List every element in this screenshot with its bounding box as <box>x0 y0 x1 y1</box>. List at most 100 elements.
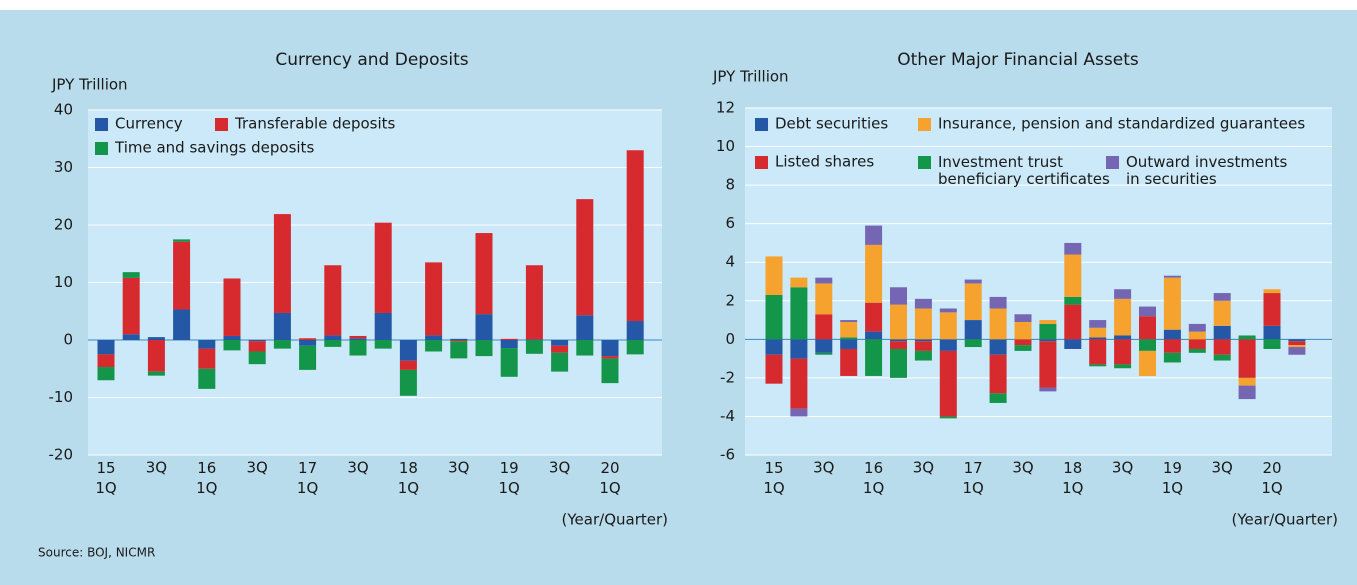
y-tick-label: -4 <box>720 407 735 425</box>
bar-segment <box>450 340 468 342</box>
bar-segment <box>1238 339 1256 378</box>
bar-segment <box>601 358 619 384</box>
bar-segment <box>914 298 932 309</box>
bar-segment <box>1064 242 1082 255</box>
legend-swatch <box>918 156 931 169</box>
bar-segment <box>1163 275 1181 278</box>
bar-segment <box>1263 325 1281 340</box>
y-axis-label: JPY Trillion <box>712 68 789 86</box>
y-tick-label: -6 <box>720 446 735 464</box>
bar-segment <box>399 360 417 370</box>
bar-segment <box>989 308 1007 340</box>
bar-segment <box>890 287 907 305</box>
bar-segment <box>1014 339 1032 346</box>
bar-segment <box>299 340 317 346</box>
bar-segment <box>475 233 493 315</box>
bar-segment <box>324 265 342 336</box>
bar-segment <box>790 358 808 409</box>
bar-segment <box>601 340 619 357</box>
bar-segment <box>173 239 191 242</box>
bar-segment <box>890 304 907 340</box>
bar-segment <box>840 337 858 340</box>
x-tick-label: 3Q <box>1112 459 1133 477</box>
legend-swatch <box>755 156 768 169</box>
bar-segment <box>425 335 443 340</box>
legend-swatch <box>918 118 931 131</box>
bar-segment <box>1139 350 1156 376</box>
bar-segment <box>790 408 808 417</box>
bar-segment <box>1238 377 1256 386</box>
bar-segment <box>122 272 140 278</box>
bar-segment <box>475 314 493 340</box>
bar-segment <box>1114 289 1132 299</box>
bar-segment <box>1213 325 1231 340</box>
bar-segment <box>576 199 594 316</box>
bar-segment <box>324 335 342 340</box>
bar-segment <box>939 308 957 313</box>
bar-segment <box>1064 296 1082 305</box>
bar-segment <box>273 340 291 349</box>
bar-segment <box>765 354 783 384</box>
bar-segment <box>1089 337 1107 340</box>
bar-segment <box>248 341 266 352</box>
bar-segment <box>865 225 883 245</box>
bar-segment <box>122 334 140 340</box>
bar-segment <box>500 348 518 377</box>
bar-segment <box>349 335 367 339</box>
bar-segment <box>626 321 644 340</box>
bar-segment <box>399 340 417 361</box>
y-tick-label: 12 <box>716 99 735 117</box>
y-tick-label: 0 <box>63 331 73 349</box>
legend-label: Investment trust beneficiary certificates <box>938 153 1110 188</box>
bar-segment <box>1039 320 1057 324</box>
bar-segment <box>1288 339 1306 342</box>
y-tick-label: 4 <box>725 253 735 271</box>
bar-segment <box>601 356 619 359</box>
legend-swatch <box>1106 156 1119 169</box>
bar-segment <box>1263 339 1281 349</box>
bar-segment <box>865 302 883 332</box>
bar-segment <box>1163 352 1181 363</box>
x-tick-label: 3Q <box>1012 459 1033 477</box>
bar-segment <box>989 354 1007 394</box>
bar-segment <box>576 315 594 340</box>
bar-segment <box>914 350 932 361</box>
bar-segment <box>964 320 982 340</box>
bar-segment <box>1163 329 1181 340</box>
bar-segment <box>1039 341 1057 388</box>
bar-segment <box>1213 293 1231 301</box>
x-tick-label: 3Q <box>1212 459 1233 477</box>
bar-segment <box>551 352 569 372</box>
x-tick-label: 20 1Q <box>599 459 620 497</box>
bar-segment <box>865 339 883 376</box>
legend-label: Transferable deposits <box>234 115 396 133</box>
bar-segment <box>1139 339 1156 351</box>
bar-segment <box>173 309 191 340</box>
bar-segment <box>1014 314 1032 322</box>
bar-segment <box>374 222 392 313</box>
bar-segment <box>500 338 518 340</box>
bar-segment <box>890 339 907 342</box>
bar-segment <box>1064 254 1082 297</box>
bar-segment <box>964 339 982 348</box>
bar-segment <box>576 340 594 356</box>
bar-segment <box>374 340 392 349</box>
plot-area <box>745 108 1332 455</box>
bar-segment <box>525 340 543 354</box>
x-axis-label: (Year/Quarter) <box>562 511 668 529</box>
bar-segment <box>765 294 783 340</box>
bar-segment <box>840 320 858 322</box>
bar-segment <box>1064 304 1082 340</box>
bar-segment <box>1139 316 1156 340</box>
legend-label: Currency <box>115 115 183 133</box>
bar-segment <box>815 283 833 315</box>
bar-segment <box>198 340 216 349</box>
bar-segment <box>374 312 392 340</box>
x-tick-label: 3Q <box>247 459 268 477</box>
y-tick-label: -10 <box>49 388 74 406</box>
x-tick-label: 19 1Q <box>499 459 520 497</box>
bar-segment <box>815 314 833 340</box>
bar-segment <box>765 339 783 355</box>
bar-segment <box>815 352 833 355</box>
